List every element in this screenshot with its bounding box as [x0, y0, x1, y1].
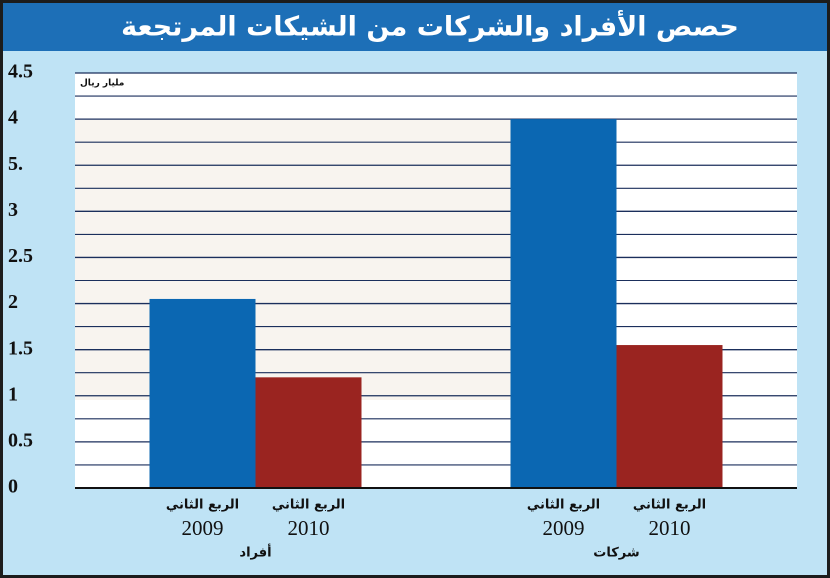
- series-year: 2010: [288, 516, 330, 540]
- bar: [510, 119, 617, 488]
- y-tick-label: 0: [8, 476, 18, 498]
- y-tick-label: 3: [8, 199, 18, 221]
- y-tick-label: 1.5: [8, 337, 33, 359]
- y-tick-label: 4: [8, 107, 18, 129]
- bar: [616, 345, 723, 488]
- chart-title: حصص الأفراد والشركات من الشيكات المرتجعة: [121, 10, 739, 43]
- y-tick-label: 2: [8, 291, 18, 313]
- series-label: الربع الثاني: [272, 498, 345, 513]
- x-tick-label: شركات: [593, 546, 639, 561]
- y-tick-label: 2.5: [8, 245, 33, 267]
- bar: [255, 377, 362, 488]
- series-label: الربع الثاني: [527, 498, 600, 513]
- y-tick-label: 0.5: [8, 429, 33, 451]
- series-year: 2009: [543, 516, 585, 540]
- series-year: 2009: [182, 516, 224, 540]
- y-tick-label: 1: [8, 383, 18, 405]
- bar: [149, 298, 256, 488]
- series-label: الربع الثاني: [633, 498, 706, 513]
- title-bar: [3, 3, 827, 51]
- unit-label: مليار ريال: [80, 79, 124, 89]
- x-tick-label: أفراد: [239, 544, 271, 561]
- series-year: 2010: [649, 516, 691, 540]
- photo-backdrop: [75, 120, 525, 400]
- y-tick-label: 5.: [8, 153, 23, 175]
- y-tick-label: 4.5: [8, 61, 33, 83]
- series-label: الربع الثاني: [166, 498, 239, 513]
